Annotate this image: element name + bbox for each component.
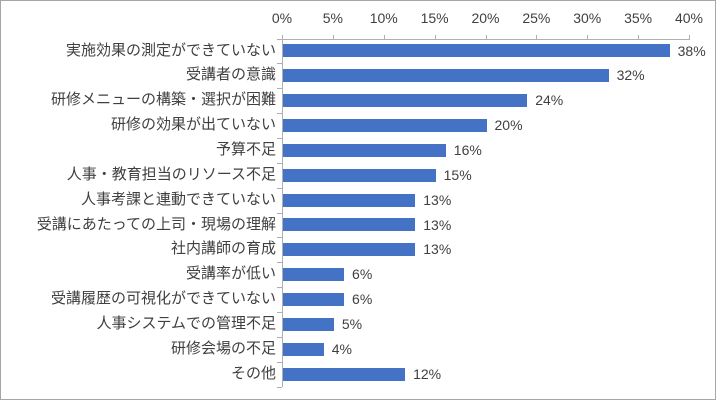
bar: [283, 119, 487, 132]
bar: [283, 143, 446, 157]
category-label: 研修会場の不足: [170, 339, 276, 357]
value-label: 13%: [423, 191, 452, 208]
category-label: 研修メニューの構築・選択が困難: [50, 91, 276, 109]
x-axis-tick-label: 15%: [420, 10, 449, 26]
x-axis-tick-mark: [689, 34, 690, 39]
value-label: 13%: [423, 216, 452, 233]
bar: [283, 44, 670, 58]
y-axis-tick-mark: [277, 113, 282, 115]
value-label: 16%: [453, 141, 482, 158]
y-axis-tick-mark: [277, 187, 282, 189]
value-label: 32%: [616, 67, 645, 84]
bar: [283, 243, 416, 257]
y-axis-tick-mark: [277, 212, 282, 214]
y-axis-tick-mark: [277, 287, 282, 289]
x-axis-tick-mark: [434, 34, 436, 39]
y-axis-tick-mark: [277, 262, 282, 264]
bar: [283, 317, 334, 331]
value-label: 5%: [341, 315, 363, 332]
x-axis-line: [282, 38, 690, 40]
y-axis-tick-mark: [277, 38, 282, 40]
category-label: 社内講師の育成: [170, 240, 276, 258]
y-axis-tick-mark: [277, 336, 282, 338]
category-label: 受講者の意識: [185, 66, 276, 84]
y-axis-line: [282, 38, 283, 387]
x-axis-tick-label: 10%: [369, 10, 398, 26]
value-label: 38%: [677, 42, 706, 59]
bar: [283, 342, 324, 356]
category-label: 研修の効果が出ていない: [110, 116, 276, 134]
category-label: 実施効果の測定ができていない: [65, 41, 276, 59]
value-label: 12%: [413, 365, 442, 382]
value-label: 13%: [423, 241, 452, 258]
x-axis-tick-label: 5%: [322, 10, 343, 26]
y-axis-tick-mark: [277, 88, 282, 90]
bar: [283, 168, 436, 182]
y-axis-tick-mark: [277, 386, 282, 388]
value-label: 24%: [535, 92, 564, 109]
x-axis-tick-label: 40%: [674, 10, 704, 26]
y-axis-tick-mark: [277, 237, 282, 239]
x-axis-tick-mark: [638, 34, 640, 39]
category-label: 人事・教育担当のリソース不足: [66, 165, 276, 183]
category-label: 受講率が低い: [185, 265, 276, 283]
category-label: 人事考課と連動できていない: [80, 190, 276, 208]
x-axis-tick-mark: [282, 34, 283, 39]
bar: [283, 367, 406, 381]
bar: [283, 293, 345, 306]
bar: [283, 218, 416, 232]
x-axis-tick-mark: [587, 34, 589, 39]
y-axis-tick-mark: [277, 162, 282, 164]
bar: [283, 94, 528, 108]
bar: [283, 69, 609, 83]
x-axis-tick-label: 20%: [471, 10, 500, 26]
y-axis-tick-mark: [277, 361, 282, 363]
category-label: 受講履歴の可視化ができていない: [50, 290, 276, 308]
x-axis-tick-mark: [383, 34, 385, 39]
x-axis-tick-label: 35%: [624, 10, 653, 26]
value-label: 6%: [352, 266, 373, 283]
x-axis-tick-label: 30%: [573, 10, 602, 26]
category-label: 受講にあたっての上司・現場の理解: [36, 215, 276, 233]
y-axis-tick-mark: [277, 311, 282, 313]
bar: [283, 193, 416, 207]
category-label: その他: [230, 364, 276, 382]
value-label: 20%: [494, 117, 523, 134]
category-label: 予算不足: [215, 140, 276, 158]
x-axis-tick-mark: [332, 34, 334, 39]
x-axis-tick-label: 25%: [522, 10, 551, 26]
category-label: 人事システムでの管理不足: [96, 314, 276, 332]
value-label: 15%: [443, 166, 472, 183]
value-label: 6%: [352, 291, 373, 308]
bar: [283, 268, 345, 282]
value-label: 4%: [331, 340, 352, 357]
x-axis-tick-mark: [485, 34, 487, 39]
y-axis-tick-mark: [277, 63, 282, 65]
x-axis-tick-mark: [536, 34, 538, 39]
x-axis-tick-label: 0%: [271, 10, 293, 26]
y-axis-tick-mark: [277, 137, 282, 139]
